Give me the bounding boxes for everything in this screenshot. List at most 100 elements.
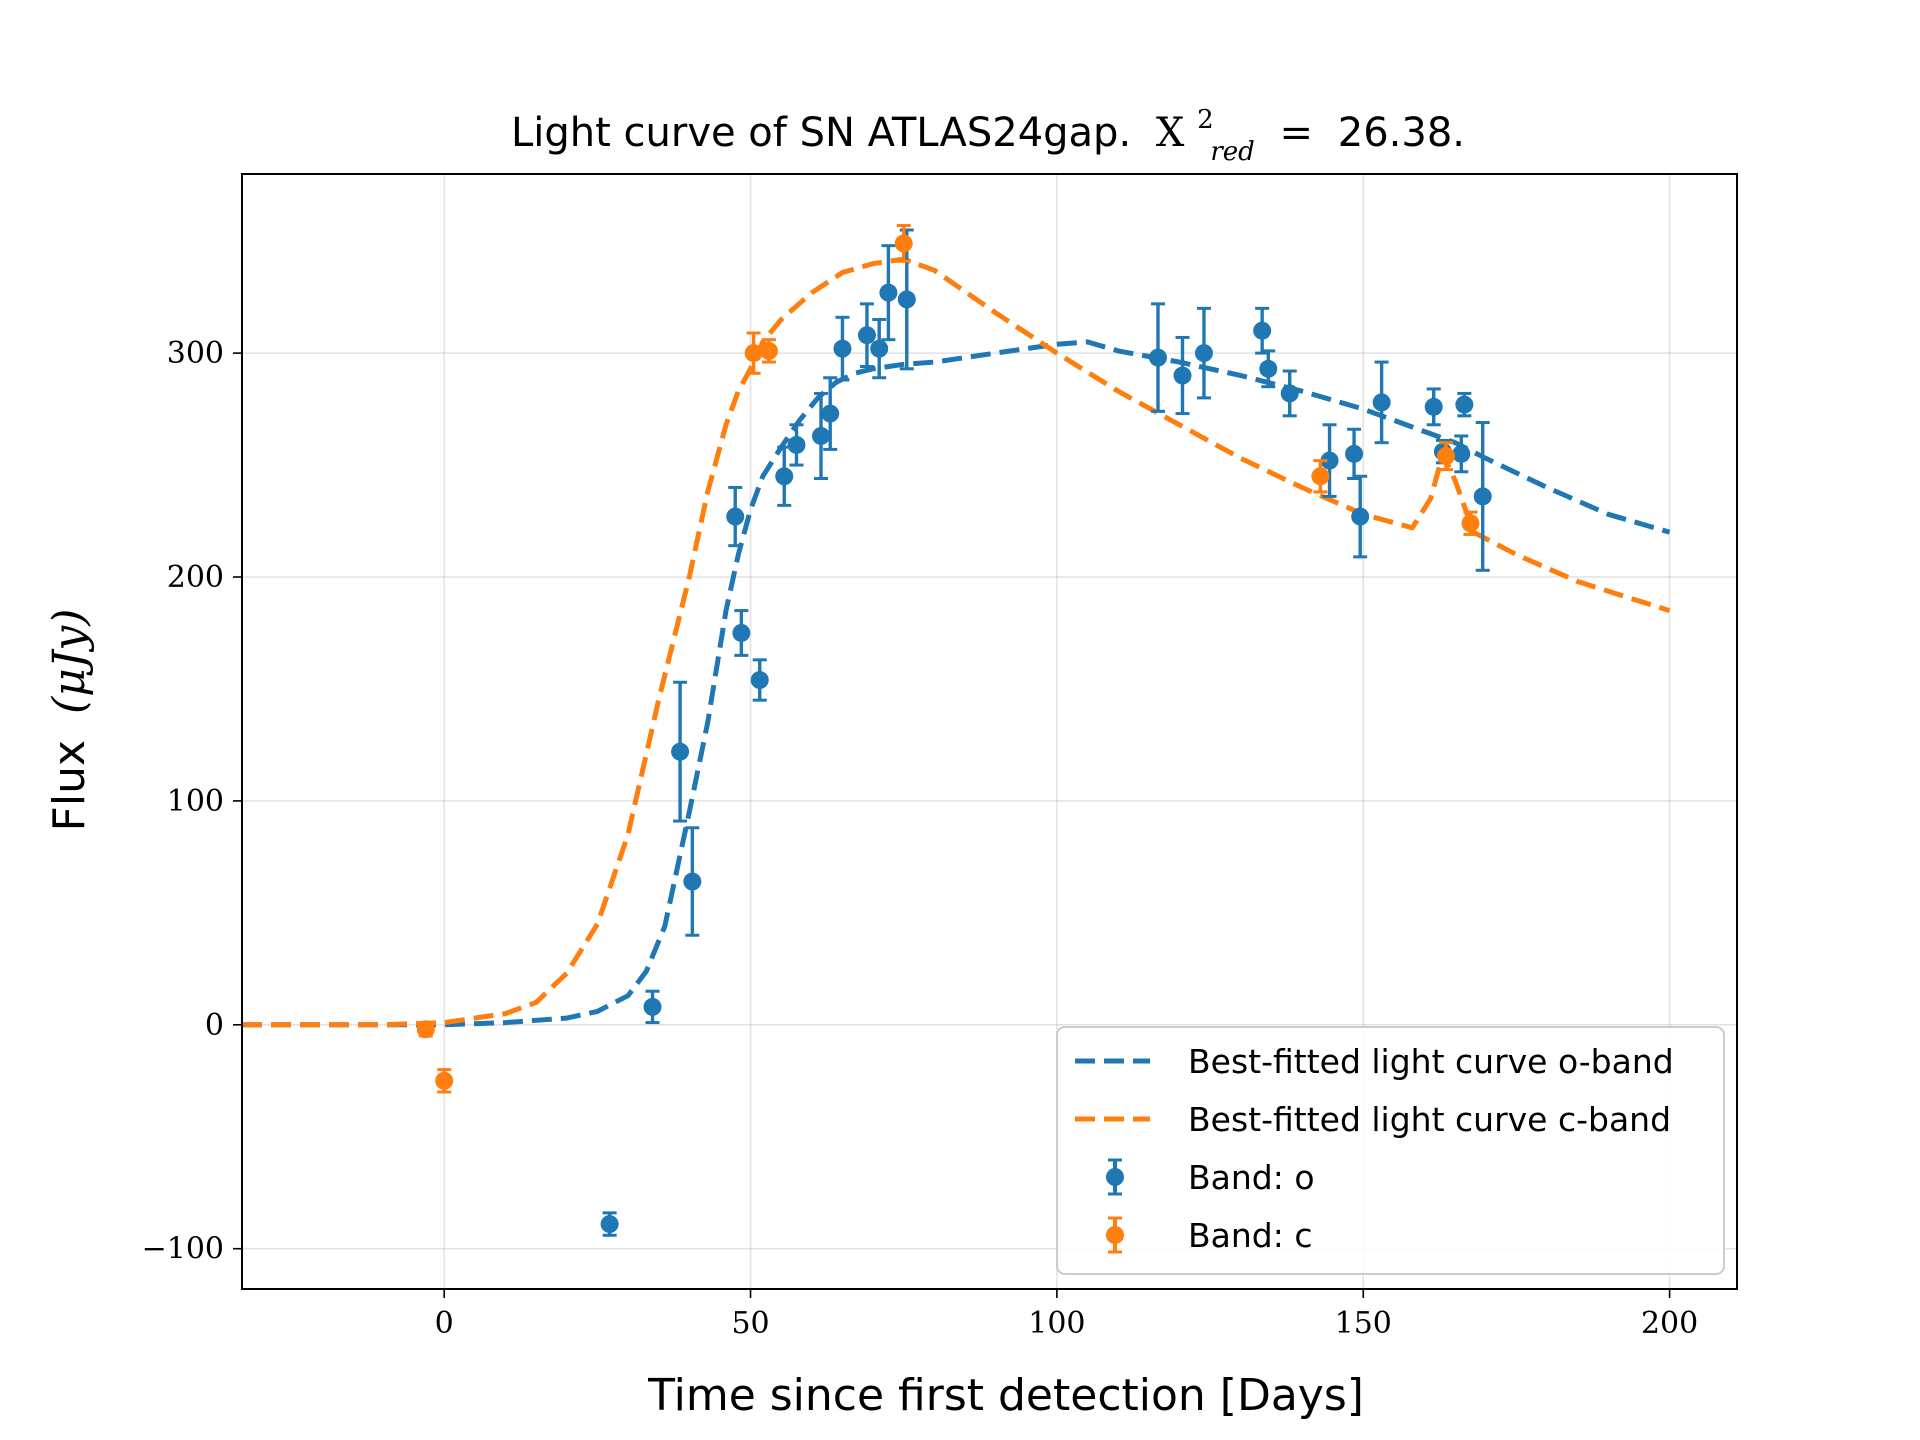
legend-swatch-band-c (1106, 1216, 1124, 1254)
data-point-o-band (750, 658, 769, 702)
data-points (416, 223, 1492, 1237)
data-point-o-band (1253, 306, 1272, 355)
data-point-o-band (775, 445, 794, 507)
y-tick-label: 200 (167, 560, 224, 595)
marker (857, 326, 876, 345)
data-point-o-band (787, 423, 806, 467)
data-point-o-band (726, 485, 745, 548)
marker (879, 283, 898, 302)
data-point-o-band (1280, 369, 1299, 418)
data-point-o-band (1473, 421, 1492, 572)
y-tick-label: −100 (142, 1232, 224, 1267)
marker (1253, 321, 1272, 340)
marker (1311, 467, 1330, 486)
data-point-o-band (1455, 391, 1474, 418)
data-point-o-band (1372, 360, 1391, 445)
y-axis-label: Flux (μJy) (44, 609, 95, 832)
data-point-o-band (1259, 349, 1278, 389)
y-tick-label: 0 (205, 1008, 224, 1043)
data-point-o-band (732, 609, 751, 657)
data-point-c-band (759, 338, 778, 364)
y-tick-label: 100 (167, 784, 224, 819)
marker (775, 467, 794, 486)
data-point-o-band (857, 302, 876, 369)
marker (744, 344, 763, 363)
data-point-o-band (870, 318, 889, 380)
marker (1473, 487, 1492, 506)
marker (683, 872, 702, 891)
marker (787, 435, 806, 454)
x-tick-label: 150 (1335, 1306, 1392, 1341)
marker (897, 290, 916, 309)
title-equals: = (1280, 110, 1314, 156)
data-point-o-band (1194, 306, 1213, 400)
data-point-o-band (1320, 423, 1339, 498)
data-point-c-band (1461, 510, 1480, 536)
marker (671, 742, 690, 761)
marker (870, 339, 889, 358)
data-point-o-band (1452, 434, 1471, 474)
data-point-o-band (643, 989, 662, 1025)
plot-area: 0 50 100 150 200 −100 0 100 200 300 (142, 173, 1738, 1341)
fit-curves (242, 256, 1671, 1028)
marker (750, 671, 769, 690)
data-point-o-band (812, 391, 831, 480)
data-point-c-band (1436, 441, 1455, 472)
marker (1320, 451, 1339, 470)
marker (1280, 384, 1299, 403)
marker (1173, 366, 1192, 385)
marker (1436, 447, 1455, 466)
marker (1259, 359, 1278, 378)
marker (833, 339, 852, 358)
x-tick-label: 0 (435, 1306, 454, 1341)
plot-frame (241, 173, 1738, 1290)
data-point-o-band (1148, 302, 1167, 413)
x-tick-label: 50 (731, 1306, 769, 1341)
title-chi-symbol: X (1156, 110, 1185, 156)
marker (1194, 344, 1213, 363)
data-point-o-band (1424, 387, 1443, 427)
marker (1461, 514, 1480, 533)
fit-curve-c-band (242, 256, 1671, 1028)
data-point-o-band (833, 315, 852, 382)
marker (732, 623, 751, 642)
marker (435, 1071, 454, 1090)
title-value: 26.38. (1338, 110, 1465, 156)
chart-title: Light curve of SN ATLAS24gap. X 2 red = … (511, 92, 1465, 170)
data-point-o-band (897, 228, 916, 371)
x-axis-label: Time since first detection [Days] (647, 1370, 1364, 1421)
legend-box (1056, 1026, 1725, 1275)
marker (1148, 348, 1167, 367)
y-axis-label-unit: (μJy) (44, 609, 95, 714)
marker (600, 1215, 619, 1234)
legend-label-band-c: Band: c (1188, 1216, 1312, 1255)
marker (821, 404, 840, 423)
marker (812, 426, 831, 445)
fit-curve-o-band (242, 339, 1671, 1028)
marker (1351, 507, 1370, 526)
data-point-o-band (683, 826, 702, 937)
data-point-o-band (1351, 474, 1370, 559)
data-point-o-band (671, 680, 690, 823)
data-point-c-band (894, 223, 913, 263)
marker (894, 234, 913, 253)
data-point-o-band (879, 244, 898, 342)
data-point-o-band (1173, 335, 1192, 416)
x-tick-label: 100 (1028, 1306, 1085, 1341)
title-chi-superscript: 2 (1197, 105, 1214, 135)
data-point-o-band (821, 376, 840, 451)
y-axis-label-text: Flux (44, 740, 95, 831)
data-point-c-band (416, 1020, 435, 1039)
y-tick-label: 300 (167, 336, 224, 371)
legend-label-fit-c: Best-fitted light curve c-band (1188, 1100, 1671, 1139)
axis-ticks: 0 50 100 150 200 −100 0 100 200 300 (142, 336, 1699, 1341)
data-point-c-band (744, 331, 763, 375)
marker (726, 507, 745, 526)
title-prefix: Light curve of SN ATLAS24gap. (511, 110, 1131, 156)
marker (1345, 444, 1364, 463)
marker (643, 997, 662, 1016)
marker (1452, 444, 1471, 463)
marker (416, 1020, 435, 1039)
marker (1455, 395, 1474, 414)
